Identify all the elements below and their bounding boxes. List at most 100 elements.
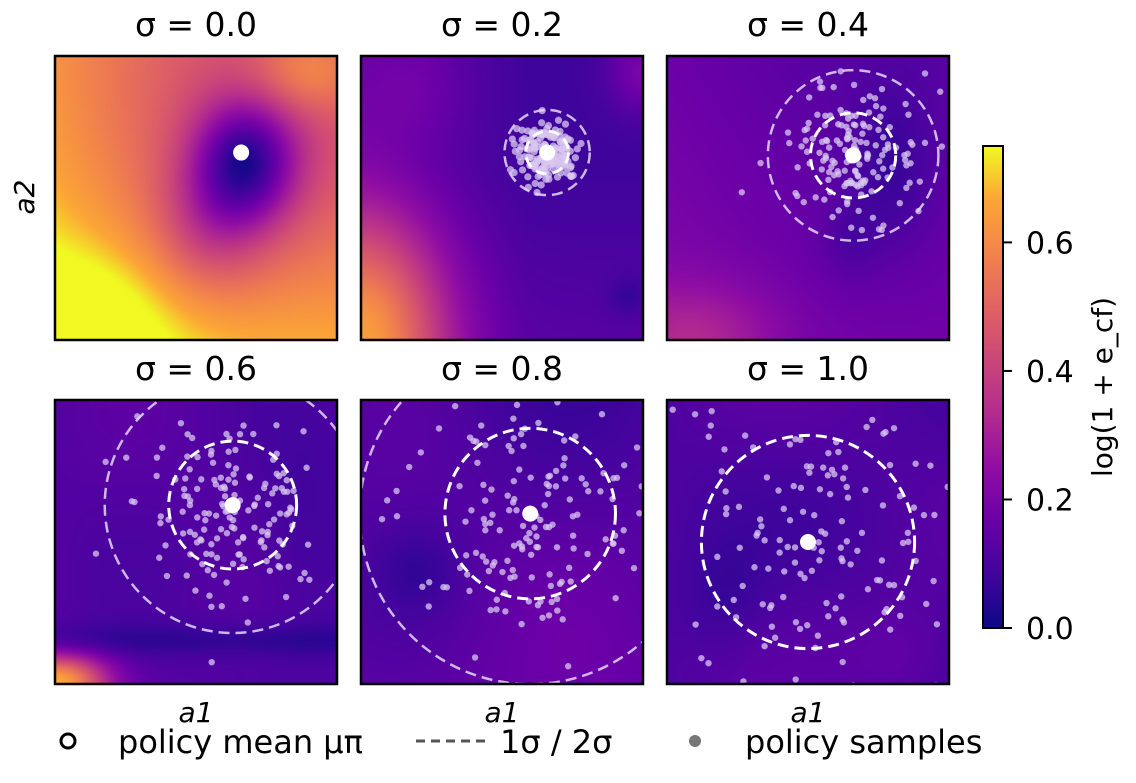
sample-point: [852, 168, 859, 175]
sample-point: [471, 654, 479, 661]
sample-point: [659, 564, 665, 570]
sample-point: [482, 520, 489, 528]
sample-point: [201, 510, 208, 517]
sample-point: [275, 562, 282, 570]
sample-point: [691, 411, 699, 418]
sample-point: [812, 194, 819, 201]
sample-point: [698, 654, 705, 662]
sample-point: [633, 444, 641, 451]
sample-point: [837, 106, 844, 114]
sample-point: [528, 154, 537, 163]
sample-point: [191, 531, 198, 538]
legend-samples-marker: [689, 735, 701, 747]
sample-point: [828, 163, 835, 171]
sample-point: [546, 472, 554, 479]
sample-point: [796, 625, 804, 633]
sample-point: [520, 442, 527, 450]
colorbar: 0.0 0.2 0.4 0.6 log(1 + e_cf): [982, 145, 1119, 647]
colorbar-tick-label: 0.6: [1026, 226, 1074, 261]
sample-point: [736, 544, 743, 551]
sample-point: [874, 173, 882, 181]
sample-point: [203, 550, 210, 558]
sample-point: [904, 529, 912, 537]
sample-point: [953, 627, 959, 633]
sample-point: [968, 568, 974, 574]
sample-point: [221, 493, 229, 500]
sample-point: [912, 460, 919, 467]
sample-point: [194, 514, 201, 521]
sample-point: [906, 179, 913, 186]
sample-point: [482, 441, 489, 449]
sample-point: [835, 207, 842, 214]
sample-point: [815, 539, 822, 546]
sample-point: [584, 550, 591, 558]
sample-point: [824, 472, 832, 479]
sample-point: [903, 184, 910, 192]
sample-point: [669, 406, 676, 413]
sample-point: [537, 181, 545, 189]
sample-point: [425, 603, 432, 610]
sample-point: [553, 544, 561, 551]
sample-point: [780, 593, 787, 601]
sample-point: [803, 125, 811, 132]
panel-title-3: σ = 0.4: [747, 5, 869, 44]
panel-2: σ = 0.2: [359, 5, 645, 342]
sample-point: [511, 495, 518, 503]
sample-point: [545, 482, 553, 490]
sample-point: [234, 539, 242, 546]
sample-point: [811, 512, 818, 519]
sample-point: [671, 692, 677, 698]
sample-point: [570, 545, 577, 552]
sample-point: [566, 164, 575, 172]
sample-point: [258, 528, 266, 535]
sample-point: [909, 141, 916, 148]
sample-point: [836, 140, 844, 148]
sample-point: [462, 552, 470, 559]
sample-point: [540, 165, 548, 173]
sample-point: [707, 422, 714, 429]
sample-point: [816, 486, 824, 493]
sample-point: [300, 428, 307, 435]
sample-point: [519, 546, 526, 553]
sample-point: [487, 606, 494, 614]
sample-point: [602, 536, 609, 543]
sample-point: [513, 401, 521, 409]
sample-point: [931, 511, 938, 519]
sample-point: [566, 367, 572, 373]
sample-point: [823, 599, 830, 607]
sample-point: [872, 142, 879, 149]
sample-point: [735, 503, 743, 511]
sample-point: [92, 550, 100, 557]
sample-point: [378, 515, 386, 523]
sample-point: [890, 581, 898, 589]
sample-point: [841, 182, 848, 190]
sample-point: [564, 663, 572, 670]
sample-point: [879, 502, 887, 509]
panel-frame: [53, 54, 339, 342]
sample-point: [872, 102, 880, 110]
sample-point: [516, 146, 524, 154]
sample-point: [837, 68, 844, 75]
sample-point: [244, 619, 251, 626]
sample-point: [393, 513, 401, 520]
sample-point: [818, 166, 825, 173]
sample-point: [869, 214, 877, 221]
sample-point: [612, 594, 619, 602]
sample-point: [549, 521, 556, 528]
xlabel-3: a1: [791, 696, 826, 729]
sample-point: [212, 512, 220, 519]
sample-point: [840, 619, 848, 626]
sample-point: [123, 454, 130, 461]
sample-point: [535, 419, 542, 427]
sample-point: [508, 135, 516, 143]
sample-point: [519, 522, 527, 530]
sample-point: [487, 519, 494, 527]
sample-point: [780, 505, 787, 513]
legend-mean-label: policy mean μπ: [118, 723, 363, 761]
sample-point: [251, 524, 258, 531]
sigma-1-ring: [808, 111, 898, 200]
sample-point: [177, 419, 185, 427]
sample-point: [383, 497, 391, 504]
sample-point: [848, 224, 855, 231]
